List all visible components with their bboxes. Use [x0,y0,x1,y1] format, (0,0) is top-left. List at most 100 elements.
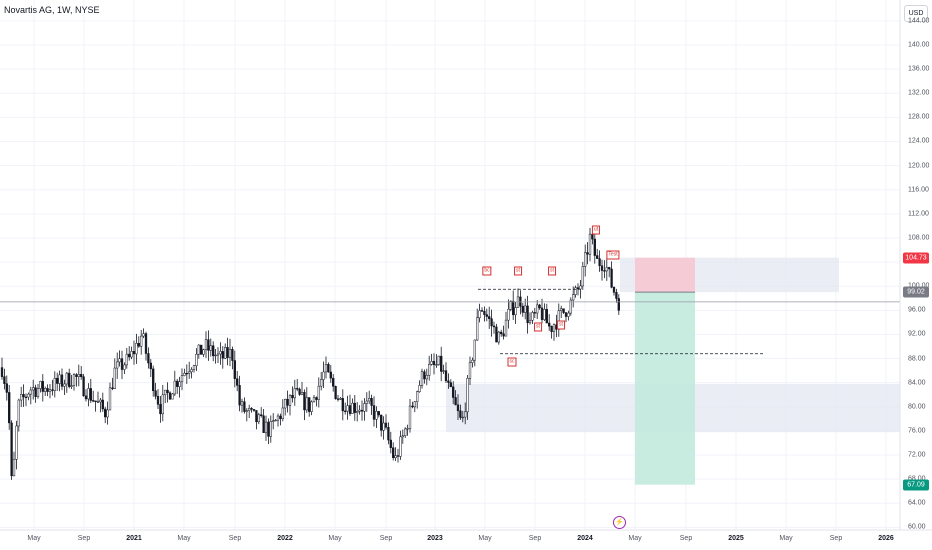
candle-body [68,372,71,387]
candle-body [569,299,572,314]
candle-body [291,395,294,399]
wyckoff-label: st [534,322,542,332]
candle-body [51,389,54,391]
candle-body [140,335,143,347]
candle-body [231,348,234,361]
stop-loss-zone [635,257,695,293]
candle-body [500,331,503,335]
candle-body [428,364,431,376]
lightning-icon[interactable]: ⚡ [613,516,626,529]
candle-body [221,351,224,359]
candle-body [598,258,601,267]
candle-body [298,388,301,395]
target-price-tag: 67.09 [903,479,929,491]
price-tick: 92.00 [908,330,926,338]
candle-body [192,365,196,370]
candle-body [22,394,25,398]
candle-body [75,374,78,377]
candle-body [334,386,337,400]
candle-body [312,397,316,403]
candle-body [240,401,244,406]
candle-body [437,355,440,365]
price-tick: 116.00 [908,186,929,194]
candle-body [466,378,469,413]
candle-body [142,333,145,337]
candle-body [401,435,404,438]
candle-body [572,294,575,301]
candle-body [5,383,8,393]
candle-body [20,394,23,401]
candle-body [32,387,35,391]
time-tick: Sep [77,535,91,542]
candle-body [488,316,491,319]
candle-body [579,285,582,290]
candle-body [495,326,498,343]
candle-body [552,324,556,332]
candle-body [502,333,505,337]
time-tick: Sep [829,535,843,542]
currency-button[interactable]: USD [904,5,928,22]
candle-body [418,385,421,392]
candle-body [476,317,479,341]
candle-body [456,404,460,412]
wyckoff-label: bc [482,266,492,276]
candle-body [440,355,443,372]
candle-body [149,362,152,370]
chart-title: Novartis AG, 1W, NYSE [4,5,100,15]
candle-body [15,425,18,460]
candle-body [360,409,364,412]
candle-body [224,347,227,359]
candle-body [113,367,116,389]
candle-body [524,305,527,313]
candle-body [526,305,529,324]
candle-body [120,358,124,370]
candle-body [370,398,373,406]
candle-body [608,267,611,270]
candle-body [404,428,407,436]
candle-body [432,361,436,366]
candle-body [329,371,332,379]
candle-body [41,381,44,392]
candle-body [548,322,551,327]
price-tick: 96.00 [908,306,926,314]
candle-body [344,410,347,412]
candle-body [605,267,608,272]
price-tick: 108.00 [908,234,930,242]
candle-body [3,376,6,384]
candle-body [353,402,356,413]
candle-body [346,405,349,412]
candle-body [12,459,16,477]
candle-body [183,372,186,376]
candle-body [562,308,565,313]
candle-body [216,353,220,356]
candle-body [147,353,150,364]
candle-body [617,298,620,311]
candle-body [408,405,412,429]
candle-body [63,383,66,387]
candle-body [101,399,104,410]
candle-body [94,400,97,402]
candle-body [420,371,424,386]
candle-body [492,325,496,328]
candle-body [233,360,236,379]
candle-body [543,309,546,320]
candle-body [533,312,536,314]
candle-body [82,376,85,397]
candle-body [425,375,428,380]
candle-body [288,395,292,406]
candle-body [24,396,28,399]
time-tick: 2024 [577,535,593,542]
candle-body [17,399,20,427]
price-tick: 64.00 [908,499,926,507]
time-tick: May [177,535,191,542]
candle-body [171,393,174,400]
price-tick: 144.00 [908,17,930,25]
candle-body [485,314,488,317]
candle-body [356,411,359,413]
candle-body [152,368,155,392]
candle-body [27,393,30,398]
candle-body [200,344,203,355]
candle-body [111,387,114,389]
candle-body [281,407,284,419]
